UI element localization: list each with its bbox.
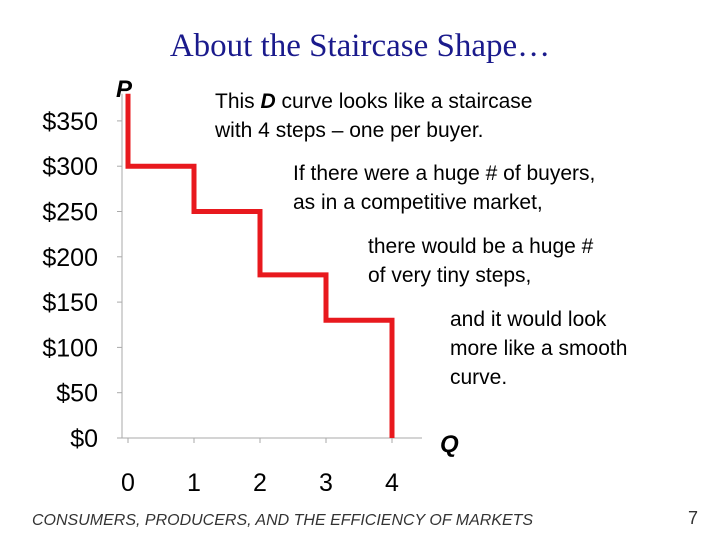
y-tick-label: $50 — [56, 380, 98, 408]
footer: CONSUMERS, PRODUCERS, AND THE EFFICIENCY… — [32, 512, 533, 529]
x-axis-label: Q — [440, 431, 459, 458]
y-tick-label: $350 — [42, 108, 98, 136]
demand-curve — [125, 93, 395, 438]
annotation: This D curve looks like a staircase — [215, 90, 532, 113]
annotation-text: D — [261, 90, 276, 113]
y-tick-label: $100 — [42, 334, 98, 362]
annotation: and it would look — [450, 308, 607, 331]
annotation-text: curve looks like a staircase — [276, 90, 533, 113]
annotation: as in a competitive market, — [293, 191, 543, 214]
x-tick-label: 3 — [319, 469, 333, 497]
slide-title: About the Staircase Shape… — [170, 28, 550, 64]
page-number: 7 — [688, 508, 698, 528]
annotation: If there were a huge # of buyers, — [293, 162, 595, 185]
y-tick-label: $300 — [42, 153, 98, 181]
annotation-text: This — [215, 90, 261, 113]
x-tick-label: 4 — [385, 469, 399, 497]
y-tick-label: $250 — [42, 199, 98, 227]
annotation: curve. — [450, 366, 507, 389]
y-tick-label: $0 — [70, 425, 98, 453]
x-tick-label: 0 — [121, 469, 135, 497]
annotation: there would be a huge # — [368, 235, 594, 258]
annotation: of very tiny steps, — [368, 264, 531, 287]
x-tick-label: 1 — [187, 469, 201, 497]
annotation: with 4 steps – one per buyer. — [214, 119, 484, 142]
y-tick-label: $200 — [42, 244, 98, 272]
annotation: more like a smooth — [450, 337, 627, 360]
x-tick-label: 2 — [253, 469, 267, 497]
y-tick-label: $150 — [42, 289, 98, 317]
